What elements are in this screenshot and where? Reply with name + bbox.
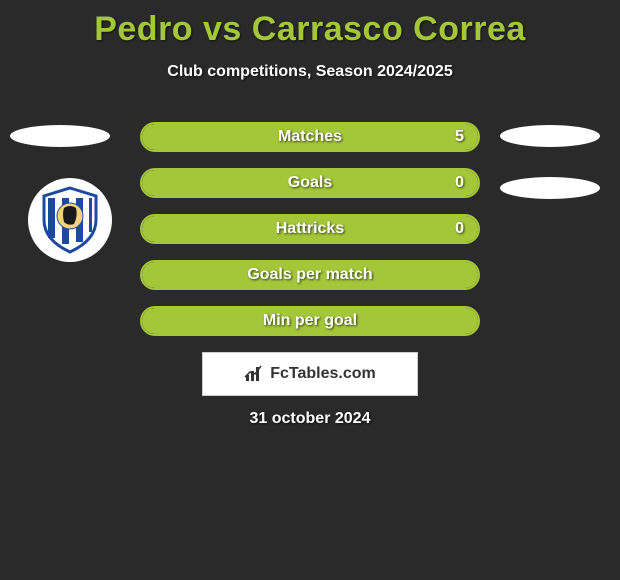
player-avatar-left [10,125,110,147]
stat-bars: Matches 5 Goals 0 Hattricks 0 Goals per … [140,122,480,352]
brand-box[interactable]: FcTables.com [202,352,418,396]
bar-goals-per-match: Goals per match [140,260,480,290]
bar-hattricks: Hattricks 0 [140,214,480,244]
page-title: Pedro vs Carrasco Correa [0,0,620,49]
bar-matches: Matches 5 [140,122,480,152]
bar-label: Matches [142,124,478,150]
player-avatar-right [500,125,600,147]
player-avatar-right-2 [500,177,600,199]
bar-min-per-goal: Min per goal [140,306,480,336]
bar-label: Hattricks [142,216,478,242]
bar-value: 5 [455,124,464,150]
bar-goals: Goals 0 [140,168,480,198]
bar-value: 0 [455,170,464,196]
bar-label: Min per goal [142,308,478,334]
bar-label: Goals [142,170,478,196]
shield-icon [40,186,100,254]
club-logo [28,178,112,262]
brand-text: FcTables.com [270,365,376,383]
date-label: 31 october 2024 [0,410,620,428]
subtitle: Club competitions, Season 2024/2025 [0,63,620,81]
bar-value: 0 [455,216,464,242]
chart-icon [244,365,264,383]
bar-label: Goals per match [142,262,478,288]
